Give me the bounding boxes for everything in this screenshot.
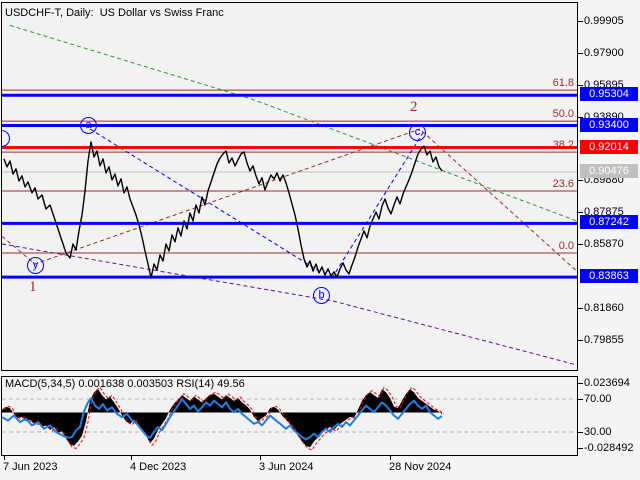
y-tick-mark (578, 212, 583, 213)
y-tick-label: 0.79855 (584, 334, 624, 346)
price-level-badge: 0.83863 (580, 269, 638, 283)
y-tick-mark (578, 117, 583, 118)
indicator-tick-label: 70.00 (584, 393, 612, 405)
main-chart-panel[interactable]: USDCHF-T, Daily: US Dollar vs Swiss Fran… (1, 2, 578, 371)
trend-line[interactable] (331, 130, 425, 279)
trend-line[interactable] (421, 130, 577, 273)
indicator-tick-mark (578, 432, 583, 433)
y-tick-mark (578, 308, 583, 309)
chart-title: USDCHF-T, Daily: US Dollar vs Swiss Fran… (5, 7, 224, 19)
x-tick-label: 7 Jun 2023 (3, 461, 58, 473)
x-tick-mark (390, 456, 391, 460)
x-tick-mark (260, 456, 261, 460)
wave-label-y: y (27, 257, 44, 274)
x-tick-label: 3 Jun 2024 (259, 461, 314, 473)
indicator-panel[interactable]: MACD(5,34,5) 0.001638 0.003503 RSI(14) 4… (1, 376, 578, 456)
y-tick-label: 0.97900 (584, 47, 624, 59)
indicator-label: MACD(5,34,5) 0.001638 0.003503 RSI(14) 4… (5, 378, 245, 390)
price-level-badge: 0.92014 (580, 140, 638, 154)
indicator-tick-mark (578, 399, 583, 400)
price-level-badge: 0.93400 (580, 118, 638, 132)
macd-histogram (2, 389, 442, 448)
y-tick-mark (578, 340, 583, 341)
fib-label: 61.8 (552, 77, 574, 89)
indicator-canvas[interactable] (2, 377, 577, 455)
indicator-tick-label: -0.028492 (584, 442, 634, 454)
trend-line[interactable] (2, 243, 577, 366)
indicator-tick-label: 0.023694 (584, 377, 630, 389)
fib-label: 0.0 (558, 240, 574, 252)
y-tick-label: 0.99905 (584, 15, 624, 27)
fib-label: 38.2 (552, 139, 574, 151)
trend-line[interactable] (9, 24, 577, 222)
trend-line[interactable] (2, 128, 421, 265)
y-tick-mark (578, 180, 583, 181)
price-series-line (3, 141, 443, 279)
macd-signal-line (3, 386, 445, 451)
y-tick-label: 0.85870 (584, 238, 624, 250)
y-tick-mark (578, 21, 583, 22)
wave-number-2: 2 (410, 99, 418, 115)
y-tick-label: 0.81860 (584, 302, 624, 314)
price-level-badge: 0.90476 (580, 164, 638, 178)
x-tick-label: 4 Dec 2023 (130, 461, 187, 473)
indicator-tick-mark (578, 383, 583, 384)
indicator-tick-mark (578, 448, 583, 449)
x-tick-mark (131, 456, 132, 460)
price-level-badge: 0.87242 (580, 215, 638, 229)
y-tick-mark (578, 53, 583, 54)
trend-line[interactable] (89, 128, 320, 272)
y-tick-mark (578, 244, 583, 245)
price-level-badge: 0.95304 (580, 87, 638, 101)
fib-label: 50.0 (552, 108, 574, 120)
price-chart-canvas[interactable] (2, 3, 577, 370)
y-tick-mark (578, 85, 583, 86)
rsi-line (2, 397, 443, 441)
x-tick-mark (4, 456, 5, 460)
wave-label-b: b (313, 287, 330, 304)
indicator-tick-label: 30.00 (584, 426, 612, 438)
wave-label-c: c (409, 124, 426, 141)
wave-label-a: a (80, 117, 97, 134)
wave-number-1: 1 (29, 279, 37, 295)
fib-label: 23.6 (552, 178, 574, 190)
x-tick-label: 28 Nov 2024 (389, 461, 452, 473)
